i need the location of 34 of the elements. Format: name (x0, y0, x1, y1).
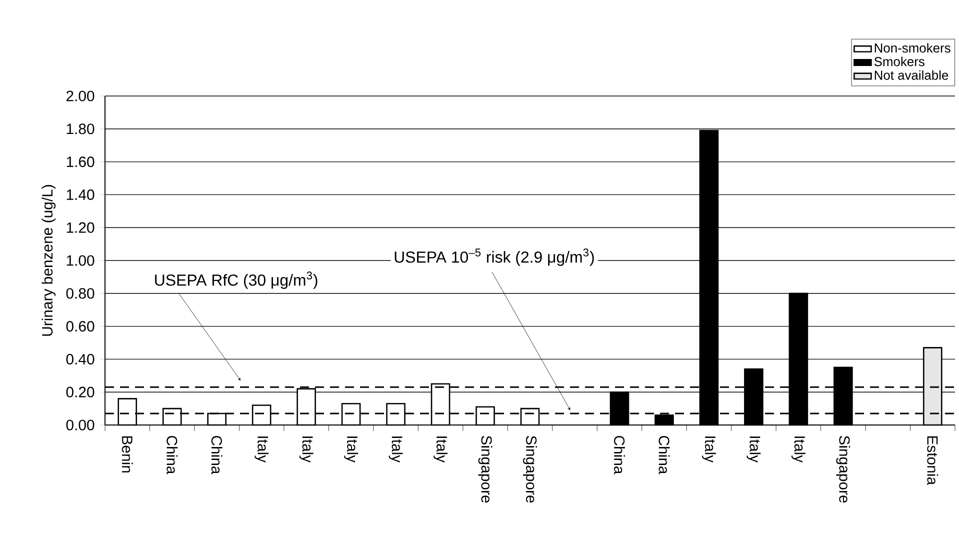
ref-line-label: USEPA RfC (30 μg/m$^{3}$) (155, 272, 318, 289)
x-tick-label: Italy (746, 436, 761, 463)
x-tick-label: Singapore (523, 436, 537, 503)
legend-label: Not available (874, 70, 948, 80)
x-tick-label: Italy (254, 436, 269, 463)
x-tick-label: China (211, 436, 222, 474)
y-tick-label: 1.60 (66, 156, 94, 168)
x-tick-label: Italy (299, 436, 314, 463)
x-tick-label: Italy (388, 436, 403, 463)
y-tick-label: 1.20 (66, 222, 94, 233)
x-tick-label: Italy (791, 436, 806, 463)
legend-label: Non-smokers (874, 43, 950, 53)
x-tick-label: China (614, 436, 625, 474)
x-tick-label: Singapore (478, 436, 492, 503)
x-tick-label: Benin (122, 436, 133, 472)
x-tick-label: Italy (434, 436, 448, 463)
y-tick-label: 0.00 (66, 420, 94, 430)
y-tick-label: 2.00 (66, 90, 94, 102)
y-tick-label: 0.80 (66, 288, 94, 299)
x-tick-label: Italy (344, 436, 358, 463)
x-tick-label: China (658, 436, 670, 474)
y-tick-label: 0.60 (66, 321, 94, 332)
legend-label: Smokers (874, 56, 924, 66)
y-tick-label: 0.40 (66, 354, 94, 364)
ref-line-label: USEPA 10$^{–5}$ risk (2.9 μg/m$^{3}$) (394, 248, 594, 266)
x-tick-label: Singapore (836, 436, 850, 503)
x-tick-label: Estonia (927, 436, 938, 486)
y-tick-label: 1.80 (66, 124, 94, 134)
y-axis-title: Urinary benzene (ug/L) (42, 185, 56, 336)
x-tick-label: China (166, 436, 178, 474)
y-tick-label: 1.00 (66, 255, 94, 266)
x-tick-label: Italy (702, 436, 716, 463)
y-tick-label: 0.20 (66, 386, 94, 398)
y-tick-label: 1.40 (66, 189, 94, 200)
